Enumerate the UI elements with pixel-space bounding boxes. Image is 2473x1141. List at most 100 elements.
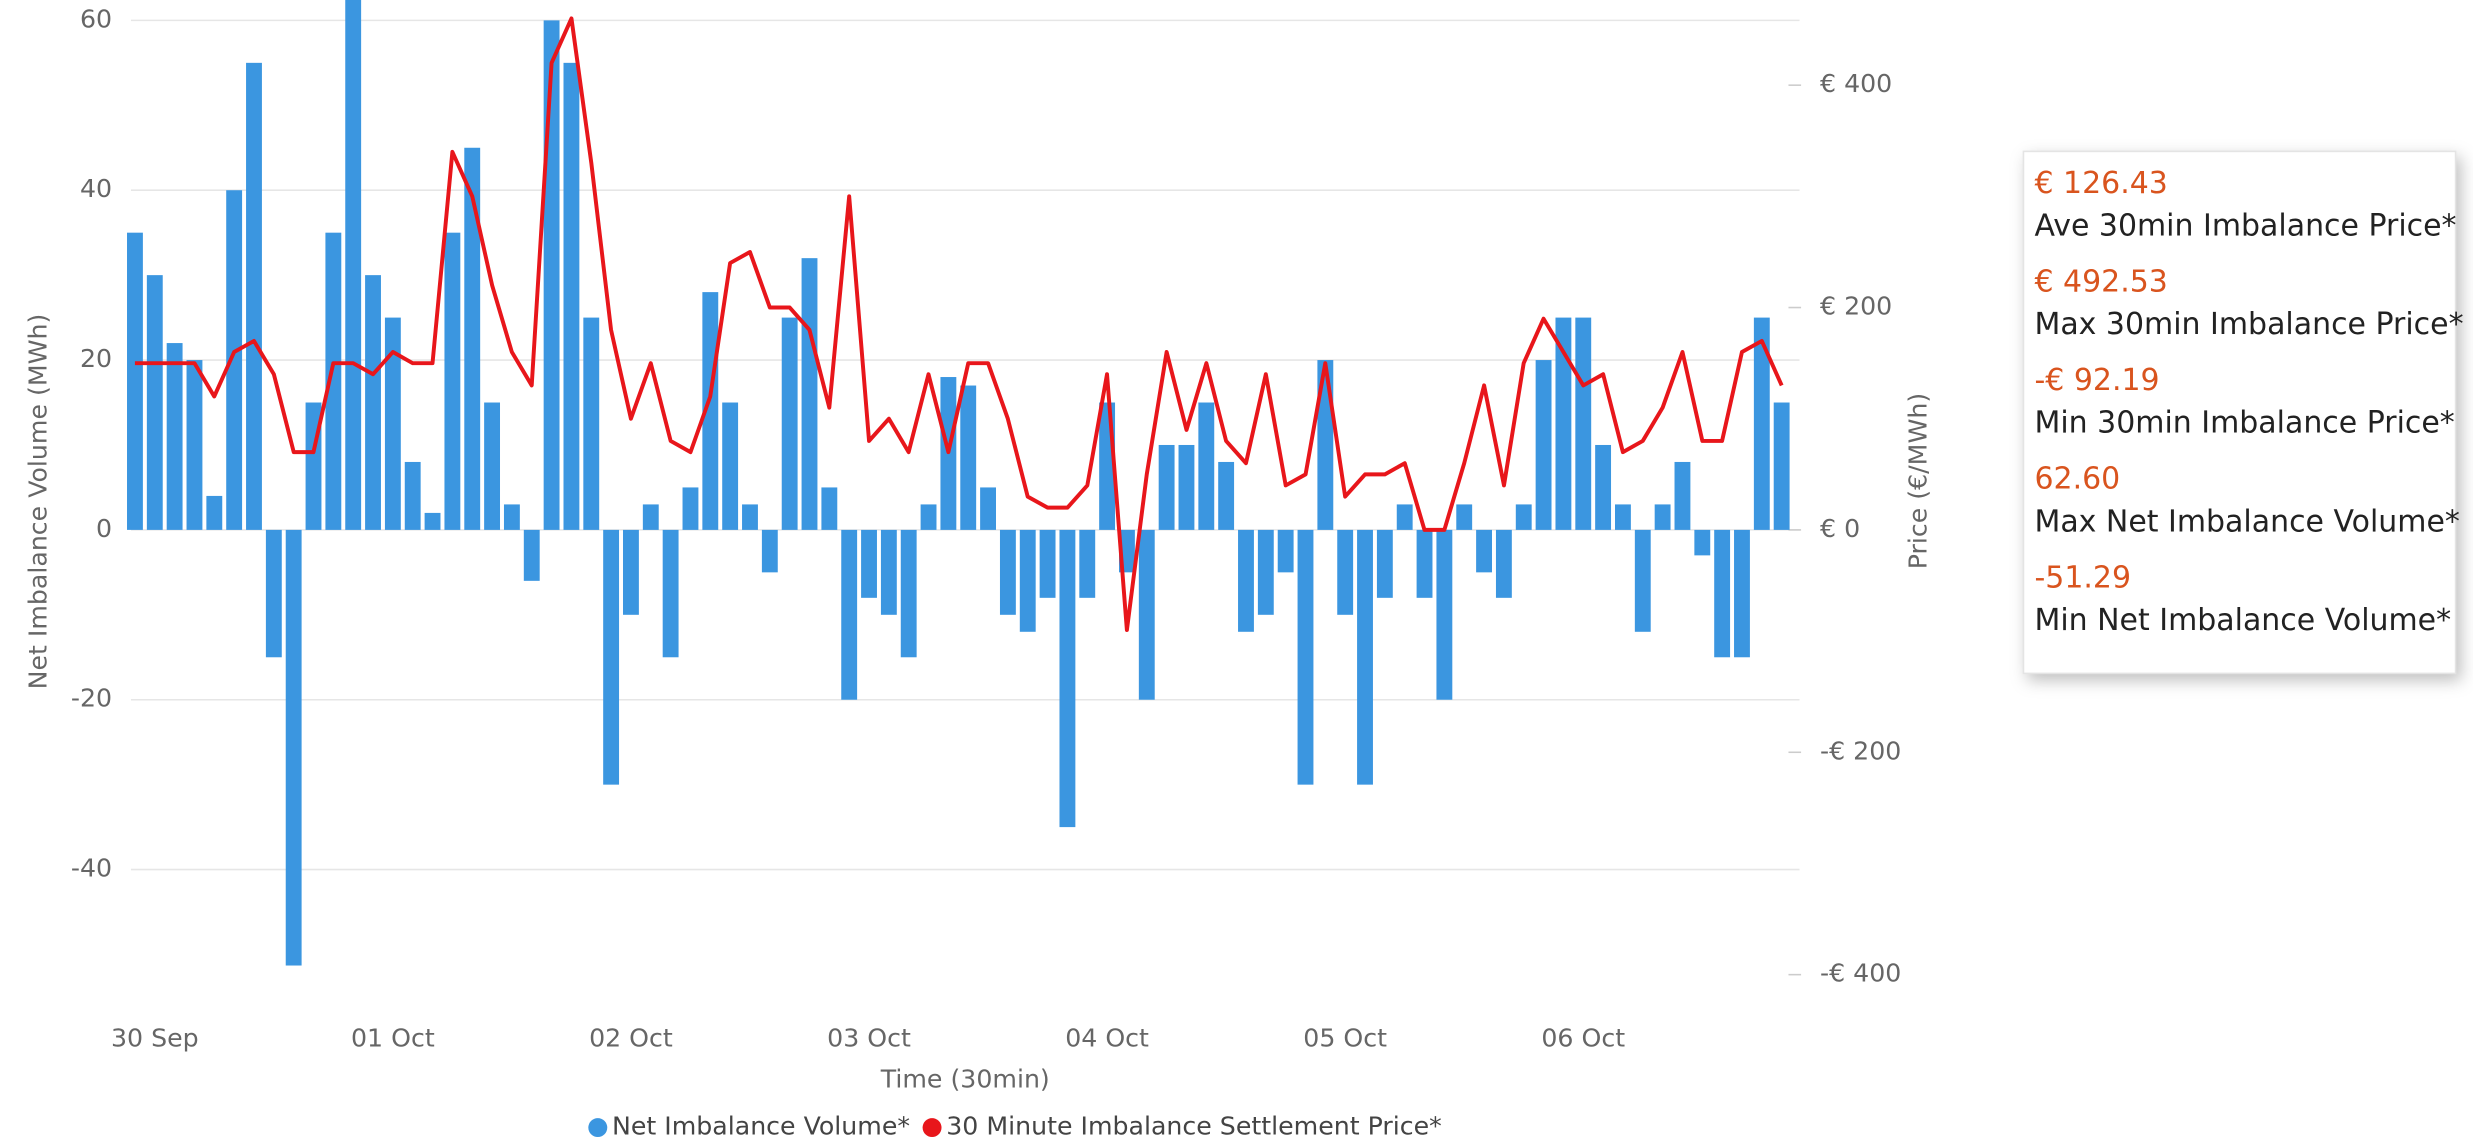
bar bbox=[1535, 360, 1552, 530]
bar bbox=[523, 529, 540, 581]
legend-label: 30 Minute Imbalance Settlement Price* bbox=[946, 1112, 1441, 1141]
y-axis-title: Net Imbalance Volume (MWh) bbox=[24, 314, 53, 690]
bar bbox=[1734, 529, 1750, 658]
bar bbox=[146, 275, 163, 530]
bar bbox=[623, 529, 639, 615]
bar bbox=[1257, 529, 1274, 615]
stat-value: -€ 92.19 bbox=[2034, 363, 2159, 398]
bar bbox=[325, 232, 342, 530]
y-tick-label: 20 bbox=[80, 344, 112, 373]
y2-axis-title: Price (€/MWh) bbox=[1903, 393, 1932, 569]
bar bbox=[781, 317, 798, 530]
y2-tick-label: -€ 400 bbox=[1820, 959, 1901, 988]
bar bbox=[821, 487, 838, 530]
bar bbox=[702, 292, 719, 530]
bar bbox=[1138, 529, 1155, 700]
bar bbox=[662, 529, 679, 658]
y2-tick-label: € 400 bbox=[1820, 69, 1892, 98]
bar bbox=[484, 402, 501, 530]
bar bbox=[841, 529, 858, 700]
bar bbox=[543, 20, 560, 530]
bar bbox=[1178, 444, 1195, 530]
bar bbox=[920, 504, 937, 530]
bar bbox=[206, 495, 223, 530]
bar bbox=[285, 529, 302, 966]
stat-label: Max Net Imbalance Volume* bbox=[2034, 504, 2459, 539]
bar bbox=[166, 343, 183, 530]
bar bbox=[1674, 461, 1691, 530]
bar bbox=[880, 529, 897, 615]
bar bbox=[404, 461, 421, 530]
y-tick-label: 0 bbox=[96, 514, 112, 543]
bar bbox=[1634, 529, 1651, 632]
bar bbox=[563, 62, 580, 530]
bar bbox=[1456, 504, 1473, 530]
bar bbox=[246, 62, 262, 530]
bar bbox=[1595, 444, 1612, 530]
bar bbox=[1654, 504, 1671, 530]
bar bbox=[1376, 529, 1393, 598]
bar bbox=[1614, 504, 1631, 530]
bar bbox=[722, 402, 739, 530]
bar bbox=[682, 487, 699, 530]
bar bbox=[1019, 529, 1036, 632]
y-tick-label: 60 bbox=[80, 4, 112, 33]
x-tick-label: 04 Oct bbox=[1065, 1023, 1149, 1052]
bar bbox=[1158, 444, 1175, 530]
bar bbox=[1079, 529, 1096, 598]
bar bbox=[742, 504, 758, 530]
stat-label: Max 30min Imbalance Price* bbox=[2034, 307, 2463, 342]
x-tick-label: 06 Oct bbox=[1541, 1023, 1625, 1052]
bar bbox=[761, 529, 778, 573]
bar bbox=[1297, 529, 1314, 785]
bar bbox=[127, 232, 143, 530]
summary-card bbox=[2022, 150, 2457, 675]
legend-marker bbox=[588, 1118, 608, 1138]
legend-label: Net Imbalance Volume* bbox=[612, 1112, 910, 1141]
stat-value: € 492.53 bbox=[2034, 265, 2167, 300]
legend-marker bbox=[922, 1118, 942, 1138]
bar bbox=[801, 258, 818, 530]
bar bbox=[900, 529, 917, 658]
bar bbox=[1753, 317, 1770, 530]
stat-label: Min Net Imbalance Volume* bbox=[2034, 603, 2451, 638]
y-tick-label: -40 bbox=[71, 854, 112, 883]
bar bbox=[1515, 504, 1532, 530]
x-tick-label: 30 Sep bbox=[111, 1023, 199, 1052]
stat-value: € 126.43 bbox=[2034, 166, 2167, 201]
x-tick-label: 02 Oct bbox=[589, 1023, 673, 1052]
bar bbox=[999, 529, 1016, 615]
bar bbox=[960, 385, 977, 530]
bar bbox=[464, 147, 481, 530]
bar bbox=[1059, 529, 1076, 828]
bar bbox=[345, 0, 362, 530]
bar bbox=[1416, 529, 1433, 598]
y-tick-label: -20 bbox=[71, 684, 112, 713]
bar bbox=[1773, 402, 1790, 530]
bar bbox=[1396, 504, 1413, 530]
y2-tick-label: -€ 200 bbox=[1820, 736, 1901, 765]
bar bbox=[503, 504, 520, 530]
y2-tick-label: € 200 bbox=[1820, 292, 1892, 321]
bar bbox=[1337, 529, 1354, 615]
stat-label: Min 30min Imbalance Price* bbox=[2034, 406, 2454, 441]
bar bbox=[424, 512, 441, 530]
y2-tick-label: € 0 bbox=[1820, 514, 1860, 543]
bar bbox=[1198, 402, 1215, 530]
stat-label: Ave 30min Imbalance Price* bbox=[2034, 209, 2456, 244]
bar bbox=[365, 275, 381, 530]
x-axis-title: Time (30min) bbox=[880, 1064, 1050, 1093]
bar bbox=[1436, 529, 1453, 700]
bar bbox=[1277, 529, 1294, 573]
bar bbox=[1694, 529, 1711, 556]
bar bbox=[980, 487, 996, 530]
bar bbox=[1575, 317, 1592, 530]
bar bbox=[861, 529, 877, 598]
x-tick-label: 01 Oct bbox=[351, 1023, 435, 1052]
bar bbox=[384, 317, 401, 530]
bar bbox=[1476, 529, 1492, 573]
y-tick-label: 40 bbox=[80, 174, 112, 203]
bar bbox=[642, 504, 659, 530]
